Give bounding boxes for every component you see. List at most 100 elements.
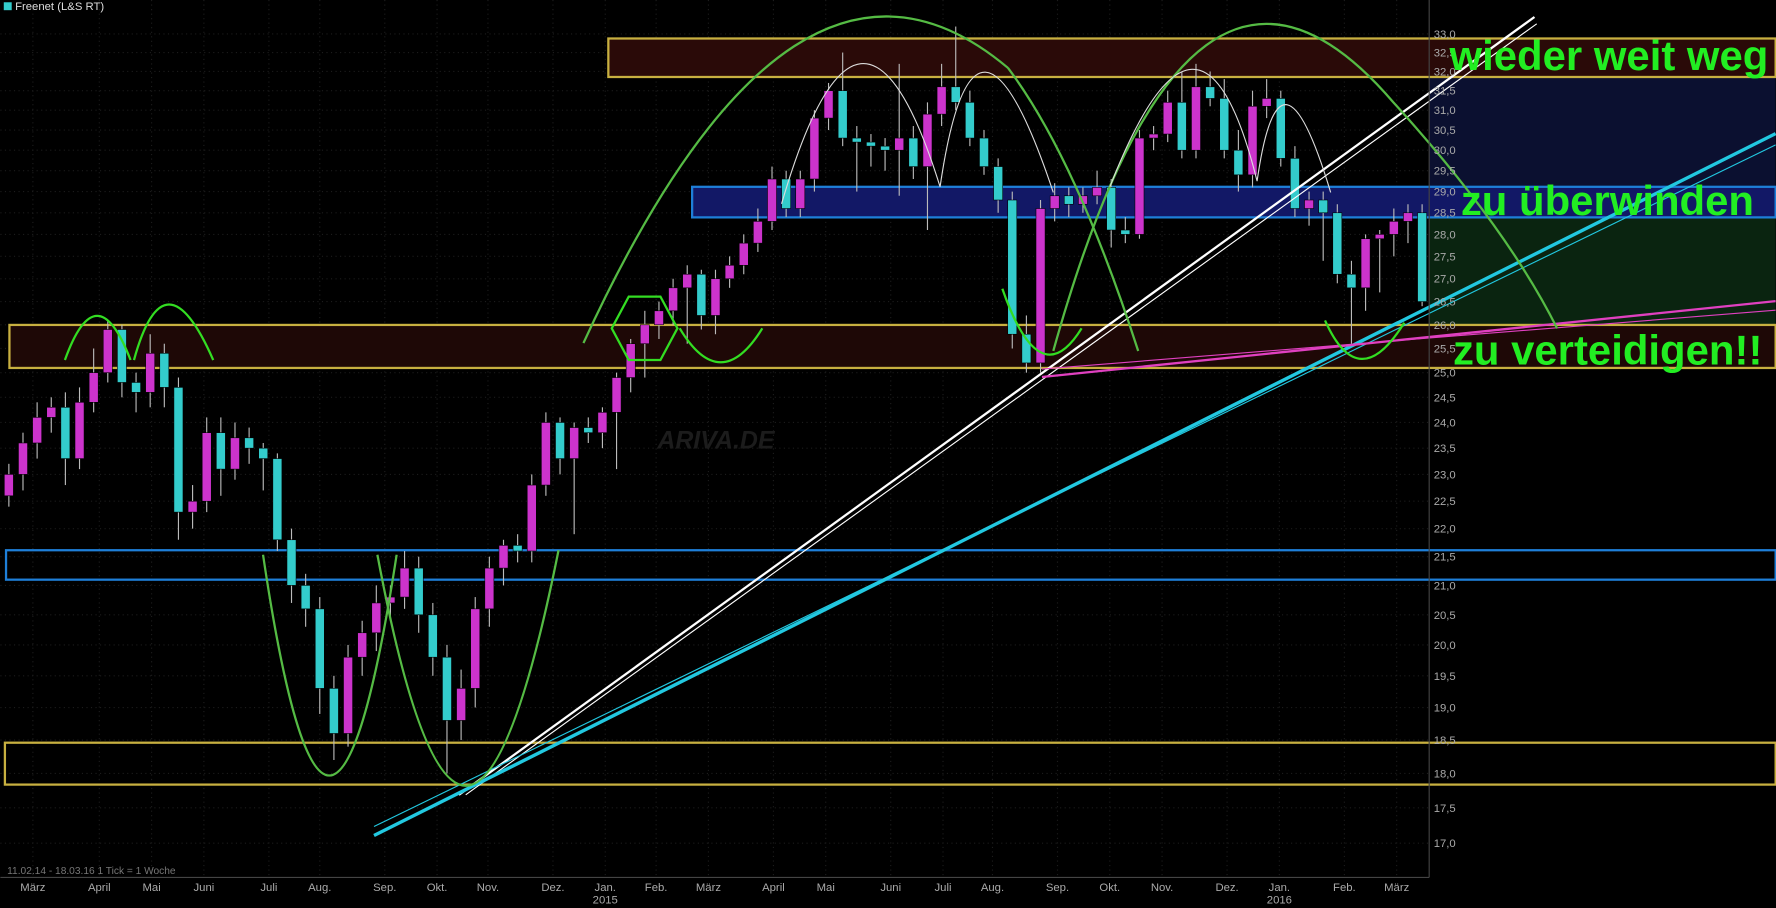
y-tick-label: 23,5 <box>1434 443 1456 455</box>
candle-body <box>173 387 184 513</box>
candle-body <box>738 242 749 266</box>
candle-body <box>512 545 523 552</box>
trend-line <box>458 16 1536 796</box>
candle-body <box>230 437 240 470</box>
y-tick-label: 26,0 <box>1434 320 1456 332</box>
candle-body <box>936 86 947 115</box>
x-tick-label: Okt. <box>427 882 448 894</box>
candle-body <box>1374 234 1385 240</box>
y-tick-label: 31,5 <box>1434 86 1456 98</box>
y-tick-label: 17,5 <box>1434 803 1456 815</box>
watermark: ARIVA.DE <box>656 426 775 454</box>
y-tick-label: 19,5 <box>1434 671 1456 683</box>
candle-body <box>1261 98 1272 107</box>
y-tick-label: 29,0 <box>1434 187 1456 199</box>
drawings <box>63 15 1776 838</box>
sketch <box>63 303 215 361</box>
candle-body <box>654 310 664 326</box>
sketch <box>1052 22 1559 352</box>
y-tick-label: 31,0 <box>1434 105 1456 117</box>
x-tick-label: Nov. <box>1151 882 1173 894</box>
candle-body <box>1120 229 1131 235</box>
x-tick-label: Mai <box>142 882 160 894</box>
trend-line <box>373 144 1776 827</box>
candle-body <box>837 90 848 139</box>
x-tick-label: April <box>762 882 785 894</box>
candle-body <box>993 166 1003 201</box>
candle-body <box>357 632 367 658</box>
y-tick-label: 25,5 <box>1434 343 1456 355</box>
candle-body <box>710 278 721 316</box>
y-tick-label: 19,0 <box>1434 702 1456 714</box>
candle-body <box>1177 102 1187 151</box>
candle-body <box>753 221 763 244</box>
y-tick-label: 18,5 <box>1434 735 1456 747</box>
candle-body <box>555 422 565 459</box>
candle-body <box>88 372 99 403</box>
candle-body <box>1021 333 1032 364</box>
annotation: zu verteidigen!! <box>1453 327 1762 374</box>
y-tick-label: 28,5 <box>1434 208 1456 220</box>
y-tick-label: 24,5 <box>1434 392 1456 404</box>
candle-body <box>979 137 989 167</box>
x-tick-label: Feb. <box>645 882 668 894</box>
candle-body <box>371 602 382 634</box>
candle-body <box>18 442 28 475</box>
y-tick-label: 21,0 <box>1434 580 1456 592</box>
candle-body <box>950 86 961 103</box>
y-tick-label: 32,0 <box>1434 66 1456 78</box>
y-tick-label: 24,0 <box>1434 417 1456 429</box>
x-tick-label: Juni <box>880 882 901 894</box>
candle-body <box>187 500 198 513</box>
candle-body <box>1304 199 1314 209</box>
x-tick-label: März <box>1384 882 1409 894</box>
y-tick-label: 22,5 <box>1434 496 1456 508</box>
candle-body <box>201 432 212 502</box>
candle-body <box>46 407 57 418</box>
x-tick-label: Aug. <box>981 882 1004 894</box>
candle-body <box>399 567 410 598</box>
candle-body <box>1247 105 1258 176</box>
trend-line <box>465 23 1538 796</box>
x-year-label: 2016 <box>1267 894 1292 906</box>
sketch <box>781 63 1332 204</box>
candle-body <box>300 585 311 610</box>
candle-body <box>329 688 339 734</box>
y-tick-label: 25,0 <box>1434 368 1456 380</box>
candle-body <box>1063 195 1074 205</box>
x-tick-label: Juni <box>194 882 215 894</box>
candle-body <box>1417 212 1427 302</box>
candle-body <box>526 484 537 552</box>
y-tick-label: 27,0 <box>1434 274 1456 286</box>
candle-body <box>413 567 424 616</box>
candle-body <box>1403 212 1413 222</box>
candle-body <box>922 113 933 167</box>
candle-body <box>795 178 806 209</box>
y-tick-label: 21,5 <box>1434 552 1456 564</box>
x-tick-label: Nov. <box>477 882 499 894</box>
y-tick-label: 29,5 <box>1434 166 1456 178</box>
axes: 17,0 17,5 18,0 18,5 19,0 19,5 20,0 20,5 21,0 21,5… <box>0 0 1456 906</box>
y-tick-label: 20,5 <box>1434 610 1456 622</box>
y-tick-label: 30,0 <box>1434 145 1456 157</box>
sketch <box>678 288 1406 364</box>
candle-body <box>809 117 820 180</box>
footer: 11.02.14 - 18.03.16 1 Tick = 1 Woche <box>7 866 176 877</box>
candle-body <box>117 329 127 383</box>
x-tick-label: Dez. <box>541 882 564 894</box>
x-tick-label: März <box>696 882 721 894</box>
candle-body <box>1205 86 1215 99</box>
annotation: wieder weit weg <box>1449 32 1769 79</box>
candle-body <box>470 608 481 689</box>
candle-body <box>216 432 226 470</box>
candle-body <box>1233 149 1244 176</box>
candle-body <box>569 427 579 459</box>
candle-body <box>1332 212 1343 275</box>
candle-body <box>781 178 791 209</box>
candle-body <box>583 427 594 433</box>
x-tick-label: Aug. <box>308 882 331 894</box>
x-tick-label: Mai <box>817 882 835 894</box>
candle-body <box>4 474 14 497</box>
candle-body <box>1162 102 1173 135</box>
